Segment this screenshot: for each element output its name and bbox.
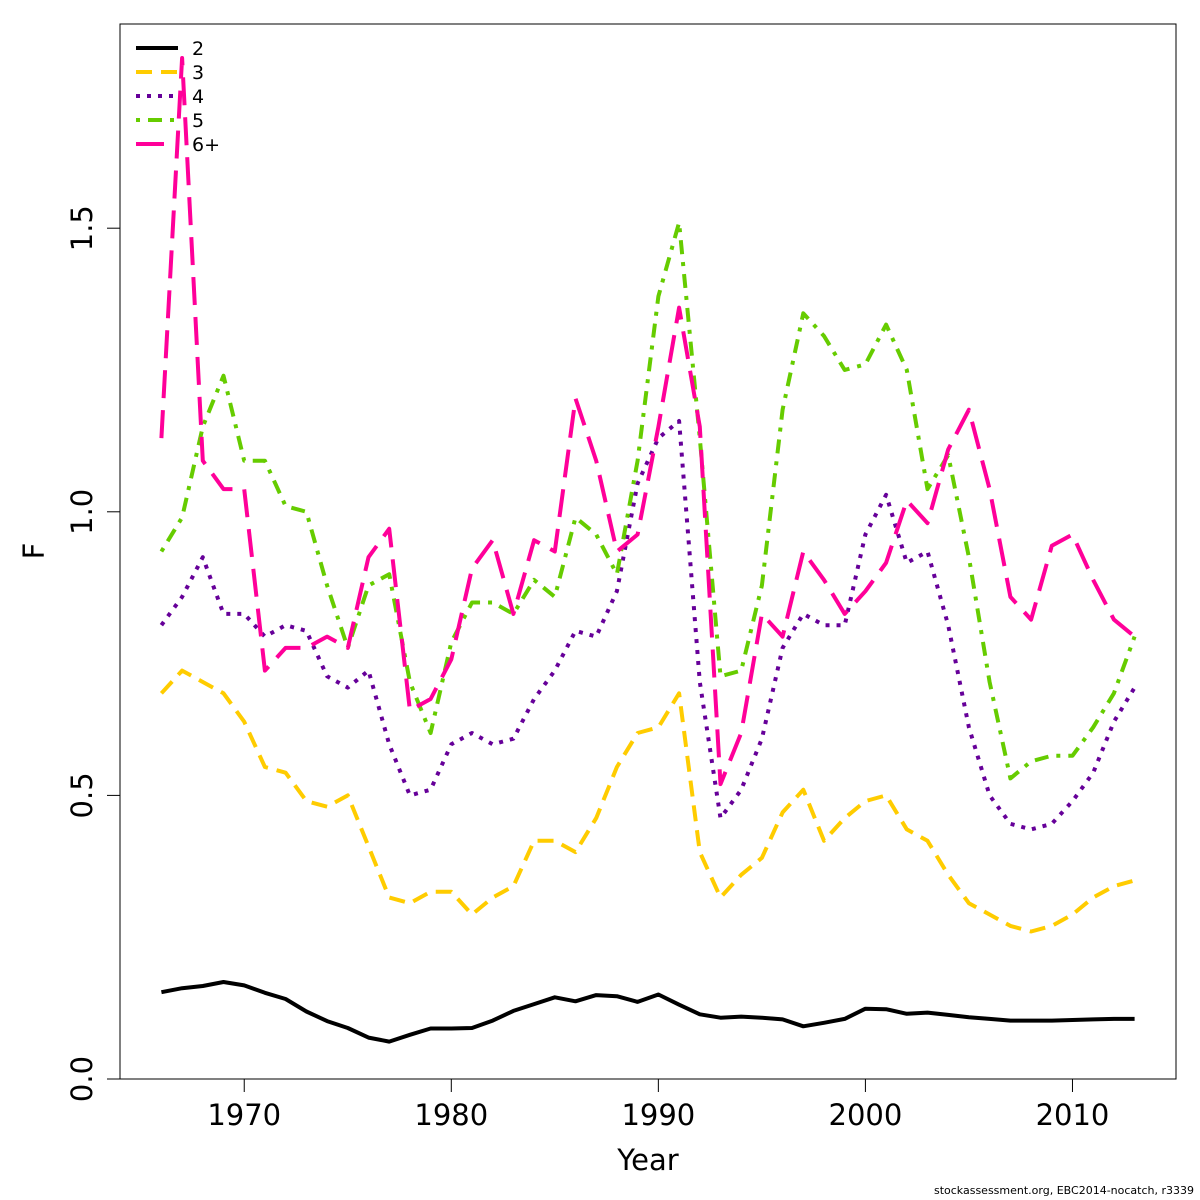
legend-label: 3 (192, 62, 204, 84)
y-tick-label: 0.0 (65, 1056, 99, 1102)
series-line-6plus (159, 56, 1136, 787)
plot-frame (119, 23, 1177, 1080)
series-layer (159, 56, 1137, 1044)
x-axis-title: Year (616, 1143, 678, 1177)
y-axis-title: F (17, 543, 51, 560)
credit-text: stockassessment.org, EBC2014-nocatch, r3… (934, 1184, 1194, 1197)
x-tick-label: 1990 (621, 1098, 695, 1132)
x-tick-label: 1980 (414, 1098, 488, 1132)
series-line-5 (159, 220, 1137, 781)
y-axis: 0.0 0.5 1.0 1.5 (65, 205, 121, 1102)
legend-label: 5 (192, 110, 204, 132)
legend-label: 6+ (192, 134, 220, 156)
legend-label: 2 (192, 38, 204, 60)
legend-label: 4 (192, 86, 204, 108)
x-tick-label: 2010 (1036, 1098, 1110, 1132)
x-tick-label: 1970 (207, 1098, 281, 1132)
x-tick-label: 2000 (829, 1098, 903, 1132)
series-line-4 (159, 419, 1137, 832)
y-tick-label: 0.5 (65, 772, 99, 818)
series-line-2 (161, 980, 1135, 1044)
series-line-3 (159, 668, 1136, 934)
y-tick-label: 1.5 (65, 205, 99, 251)
x-axis: 1970 1980 1990 2000 2010 (207, 1078, 1110, 1132)
y-tick-label: 1.0 (65, 489, 99, 535)
